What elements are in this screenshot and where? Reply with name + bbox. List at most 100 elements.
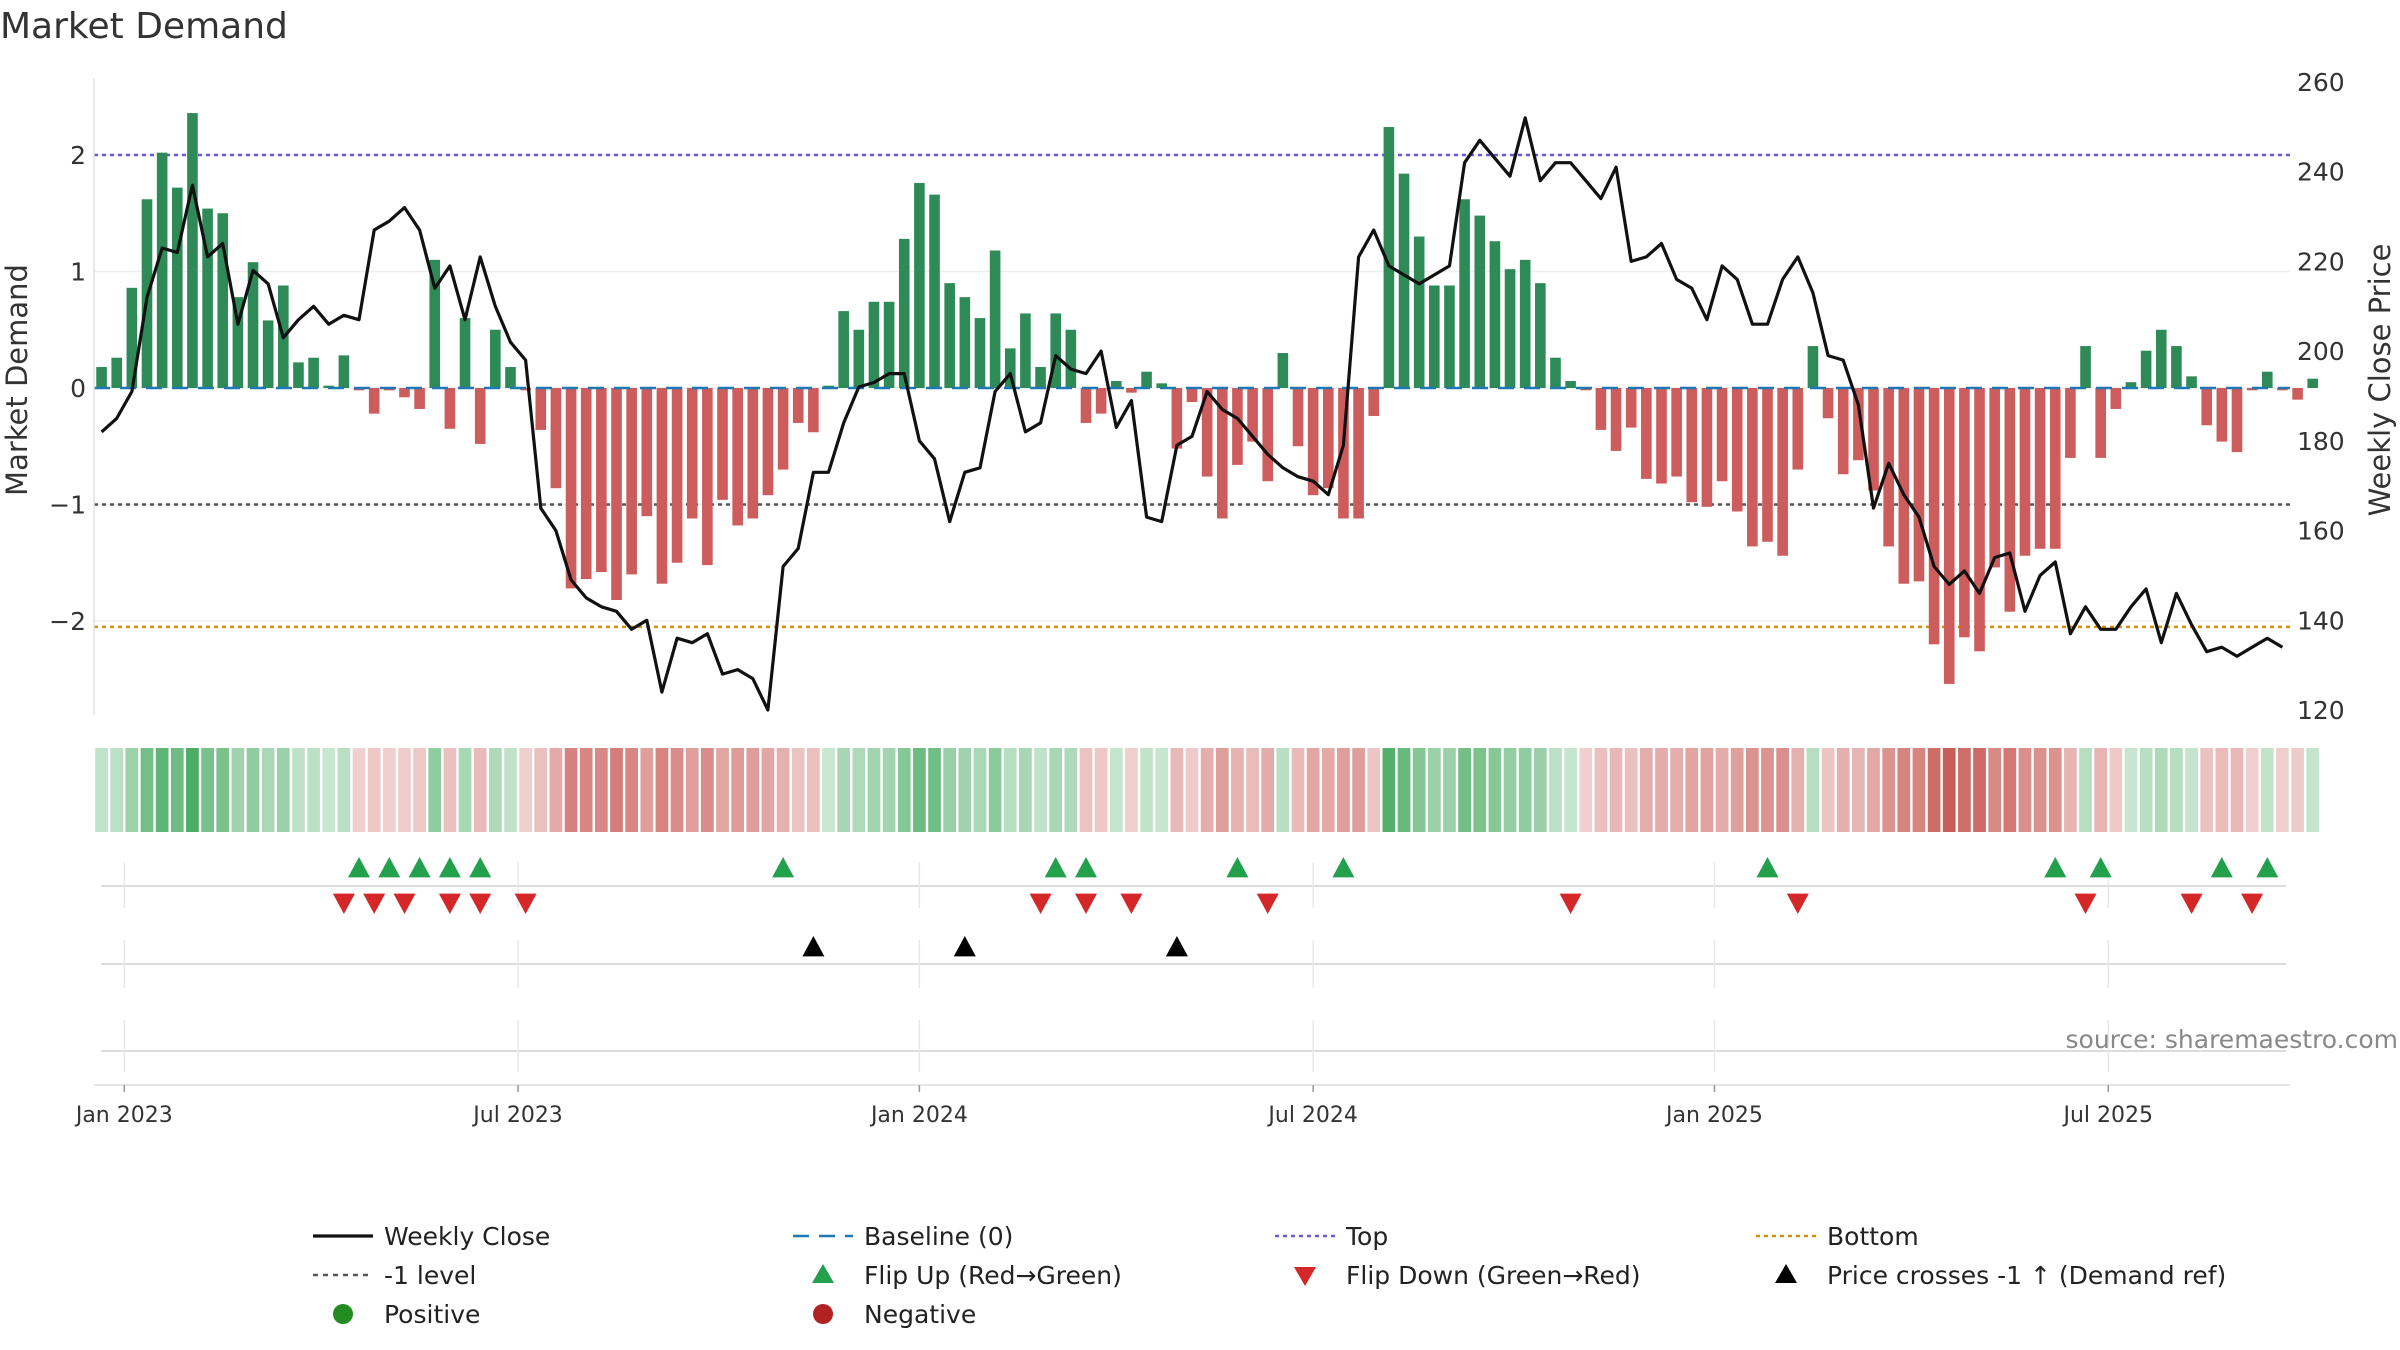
heat-strip-cell bbox=[1049, 748, 1063, 832]
demand-bars bbox=[94, 113, 2319, 684]
demand-bar bbox=[1065, 329, 1077, 388]
demand-bar bbox=[777, 388, 789, 470]
demand-bar bbox=[1807, 346, 1819, 388]
heat-strip-cell bbox=[246, 748, 260, 832]
heat-strip-cell bbox=[2291, 748, 2304, 832]
heat-strip-cell bbox=[867, 748, 881, 832]
heat-strip-cell bbox=[2200, 748, 2214, 832]
heat-strip-cell bbox=[1064, 748, 1078, 832]
x-tick-label: Jan 2025 bbox=[1664, 1103, 1763, 1128]
demand-bar bbox=[686, 388, 698, 519]
heat-strip-cell bbox=[1776, 748, 1790, 832]
demand-bar bbox=[535, 388, 547, 430]
flip-up-marker bbox=[348, 857, 370, 878]
heat-strip-cell bbox=[1276, 748, 1290, 832]
y2-axis-label: Weekly Close Price bbox=[2363, 244, 2397, 517]
demand-bar bbox=[898, 238, 910, 388]
demand-bar bbox=[1943, 388, 1955, 684]
heat-strip-cell bbox=[1897, 748, 1911, 832]
heat-strip-cell bbox=[292, 748, 305, 832]
heat-strip-cell bbox=[398, 748, 411, 832]
heat-strip-cell bbox=[958, 748, 972, 832]
demand-bar bbox=[974, 318, 986, 388]
flip-down-marker bbox=[1256, 893, 1279, 914]
demand-bar bbox=[247, 262, 259, 388]
demand-bar bbox=[2261, 371, 2273, 388]
demand-bar bbox=[2292, 388, 2303, 400]
flip-down-marker bbox=[1075, 893, 1097, 914]
demand-bar bbox=[1565, 381, 1576, 388]
demand-bar bbox=[1429, 285, 1440, 388]
demand-bar bbox=[429, 259, 441, 388]
source-label: source: sharemaestro.com bbox=[2066, 1025, 2399, 1054]
heat-strip-cell bbox=[579, 748, 593, 832]
x-tick-label: Jul 2025 bbox=[2061, 1103, 2153, 1128]
heat-strip-cell bbox=[2064, 748, 2077, 832]
legend-label: Baseline (0) bbox=[864, 1222, 1013, 1251]
heat-strip-cell bbox=[1685, 748, 1699, 832]
heat-strip-cell bbox=[519, 748, 532, 832]
demand-bar bbox=[2034, 388, 2046, 549]
flip-down-marker bbox=[393, 893, 416, 914]
legend-item-positive: Positive bbox=[333, 1300, 480, 1329]
demand-bar bbox=[1171, 388, 1183, 449]
flip-up-marker bbox=[1332, 857, 1355, 878]
demand-bar bbox=[399, 388, 410, 398]
demand-bar bbox=[1489, 241, 1501, 388]
demand-bar bbox=[414, 388, 425, 409]
flip-up-marker bbox=[772, 857, 795, 878]
heat-strip-cell bbox=[701, 748, 714, 832]
demand-bar bbox=[1898, 388, 1910, 584]
heat-strip-cell bbox=[2109, 748, 2123, 832]
heat-strip-cell bbox=[1125, 748, 1138, 832]
demand-bar bbox=[914, 182, 925, 388]
heat-strip-cell bbox=[1079, 748, 1093, 832]
heat-strip-cell bbox=[2124, 748, 2138, 832]
legend-label: Flip Up (Red→Green) bbox=[864, 1261, 1122, 1290]
demand-bar bbox=[1777, 388, 1788, 556]
demand-bar bbox=[611, 388, 622, 601]
heat-strip-cell bbox=[973, 748, 987, 832]
demand-bar bbox=[187, 113, 198, 388]
demand-bar bbox=[2140, 350, 2152, 388]
demand-bar bbox=[1398, 173, 1410, 388]
heat-strip-cell bbox=[1367, 748, 1381, 832]
demand-bar bbox=[2201, 388, 2213, 426]
demand-bar bbox=[1323, 388, 1334, 489]
demand-bar bbox=[1353, 388, 1364, 519]
heat-strip-cell bbox=[1306, 748, 1320, 832]
demand-bar bbox=[1004, 348, 1016, 388]
legend-item-flip_up: Flip Up (Red→Green) bbox=[812, 1261, 1122, 1290]
heat-strip-cell bbox=[2079, 748, 2092, 832]
demand-bar bbox=[2171, 346, 2182, 388]
x-tick-label: Jan 2024 bbox=[869, 1103, 968, 1128]
right-y-ticks: 260 240 220 200 180 160 140 120 bbox=[2297, 68, 2345, 725]
heat-strip-cell bbox=[201, 748, 214, 832]
heat-strip-cell bbox=[1321, 748, 1335, 832]
y2-tick-label: 120 bbox=[2297, 696, 2345, 725]
demand-bar bbox=[232, 297, 244, 388]
heat-strip-cell bbox=[716, 748, 729, 832]
heat-strip-cell bbox=[1291, 748, 1305, 832]
y2-tick-label: 200 bbox=[2297, 337, 2345, 366]
heat-strip-cell bbox=[1639, 748, 1653, 832]
heat-strip-cell bbox=[534, 748, 548, 832]
heat-strip-cell bbox=[428, 748, 442, 832]
y2-tick-label: 220 bbox=[2297, 247, 2345, 276]
demand-bar bbox=[1837, 388, 1849, 475]
demand-bar bbox=[1928, 388, 1940, 645]
demand-bar bbox=[338, 355, 350, 388]
flip-up-marker bbox=[438, 857, 461, 878]
heat-strip-cell bbox=[1094, 748, 1108, 832]
heat-strip-cell bbox=[1231, 748, 1244, 832]
flip-down-marker bbox=[514, 893, 537, 914]
demand-bar bbox=[1413, 236, 1425, 388]
demand-bar bbox=[505, 367, 516, 388]
demand-bar bbox=[565, 388, 577, 589]
demand-bar bbox=[1383, 127, 1395, 388]
demand-bar bbox=[1095, 388, 1107, 414]
heat-strip-cell bbox=[1140, 748, 1153, 832]
flip-up-marker bbox=[1075, 857, 1097, 878]
heat-strip-cell bbox=[473, 748, 487, 832]
